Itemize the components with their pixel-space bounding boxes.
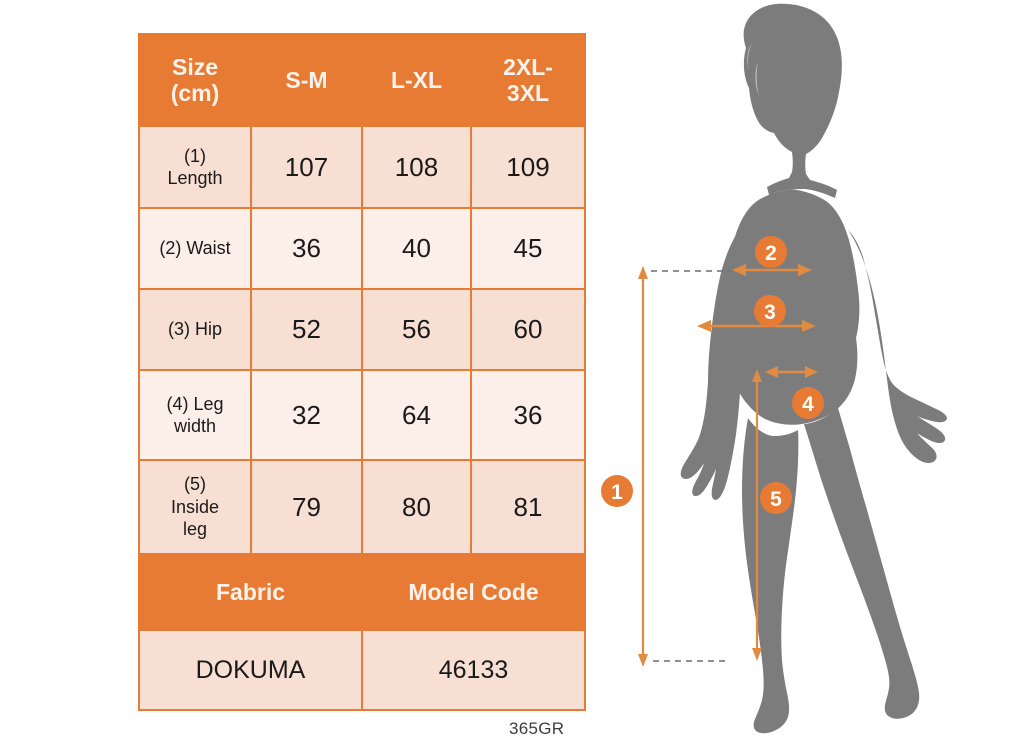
table-body: (1) Length 107 108 109 (2) Waist 36 40 4… xyxy=(138,125,586,711)
female-silhouette-icon xyxy=(680,3,947,734)
row-label-inside-leg-line2: Inside xyxy=(170,496,220,517)
header-size-line1: Size xyxy=(171,53,219,80)
row-label-length: (1) Length xyxy=(138,125,252,209)
row-label-waist-line1: (2) Waist xyxy=(159,238,231,259)
footer-value-model-code: 46133 xyxy=(361,629,586,711)
badge-1-label: 1 xyxy=(611,481,623,504)
measure-arrow-1-length xyxy=(638,266,729,667)
badge-3-label: 3 xyxy=(764,301,776,324)
cell-length-xxl: 109 xyxy=(470,125,586,209)
badge-2: 2 xyxy=(755,236,787,268)
header-2xl-line2: 3XL xyxy=(506,80,550,106)
row-label-leg-width: (4) Leg width xyxy=(138,369,252,461)
badge-1: 1 xyxy=(601,475,633,507)
footer-header-model-code: Model Code xyxy=(361,553,586,631)
footer-value-fabric: DOKUMA xyxy=(138,629,363,711)
cell-hip-lxl: 56 xyxy=(361,288,472,371)
table-row-waist: (2) Waist 36 40 45 xyxy=(138,207,586,290)
footer-header-fabric: Fabric xyxy=(138,553,363,631)
cell-inside-leg-xxl: 81 xyxy=(470,459,586,555)
table-row-length: (1) Length 107 108 109 xyxy=(138,125,586,209)
header-size: Size (cm) xyxy=(138,33,252,127)
cell-leg-width-sm: 32 xyxy=(250,369,363,461)
weight-code-note: 365GR xyxy=(509,719,565,738)
table-row-leg-width: (4) Leg width 32 64 36 xyxy=(138,369,586,461)
measure-arrow-3-hip xyxy=(697,320,816,332)
cell-inside-leg-sm: 79 xyxy=(250,459,363,555)
table-row-hip: (3) Hip 52 56 60 xyxy=(138,288,586,371)
cell-inside-leg-lxl: 80 xyxy=(361,459,472,555)
measurement-figure-panel: 1 2 3 4 5 xyxy=(596,0,1024,756)
header-s-m: S-M xyxy=(250,33,363,127)
cell-leg-width-xxl: 36 xyxy=(470,369,586,461)
size-chart-table: Size (cm) S-M L-XL 2XL- 3XL (1) L xyxy=(138,33,586,711)
row-label-inside-leg-line3: leg xyxy=(182,519,208,540)
row-label-waist: (2) Waist xyxy=(138,207,252,290)
table-footer-value-row: DOKUMA 46133 xyxy=(138,629,586,711)
row-label-hip-line1: (3) Hip xyxy=(167,319,222,340)
cell-hip-sm: 52 xyxy=(250,288,363,371)
row-label-inside-leg-line1: (5) xyxy=(184,474,206,495)
row-label-hip: (3) Hip xyxy=(138,288,252,371)
header-l-xl: L-XL xyxy=(361,33,472,127)
header-2xl-line1: 2XL- xyxy=(503,53,553,80)
table-row-inside-leg: (5) Inside leg 79 80 81 xyxy=(138,459,586,555)
header-l-xl-label: L-XL xyxy=(390,66,443,93)
table-footer-header-row: Fabric Model Code xyxy=(138,553,586,631)
measure-arrow-2-waist xyxy=(732,264,812,276)
header-2xl-3xl: 2XL- 3XL xyxy=(470,33,586,127)
cell-waist-xxl: 45 xyxy=(470,207,586,290)
row-label-length-line2: Length xyxy=(167,168,223,188)
row-label-leg-width-line2: width xyxy=(173,416,217,436)
row-label-inside-leg: (5) Inside leg xyxy=(138,459,252,555)
badge-3: 3 xyxy=(754,295,786,327)
badge-5-label: 5 xyxy=(770,488,782,511)
cell-length-sm: 107 xyxy=(250,125,363,209)
badge-2-label: 2 xyxy=(765,242,777,265)
table-header: Size (cm) S-M L-XL 2XL- 3XL xyxy=(138,33,586,127)
measure-arrow-5-inside-leg xyxy=(752,369,762,661)
cell-hip-xxl: 60 xyxy=(470,288,586,371)
header-row: Size (cm) S-M L-XL 2XL- 3XL xyxy=(138,33,586,127)
cell-length-lxl: 108 xyxy=(361,125,472,209)
cell-waist-sm: 36 xyxy=(250,207,363,290)
header-s-m-label: S-M xyxy=(285,66,328,93)
header-size-line2: (cm) xyxy=(170,80,220,106)
cell-waist-lxl: 40 xyxy=(361,207,472,290)
row-label-length-line1: (1) xyxy=(184,145,206,166)
badge-5: 5 xyxy=(760,482,792,514)
measure-arrow-4-leg-width xyxy=(765,366,818,378)
badge-4: 4 xyxy=(792,387,824,419)
row-label-leg-width-line1: (4) Leg xyxy=(166,393,224,414)
badge-4-label: 4 xyxy=(802,393,814,416)
cell-leg-width-lxl: 64 xyxy=(361,369,472,461)
